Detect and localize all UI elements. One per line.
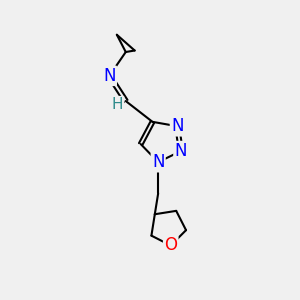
Text: N: N [152, 153, 164, 171]
Text: O: O [164, 236, 177, 254]
Text: N: N [171, 117, 184, 135]
Text: N: N [175, 142, 187, 160]
Text: N: N [103, 67, 116, 85]
Text: H: H [112, 97, 123, 112]
